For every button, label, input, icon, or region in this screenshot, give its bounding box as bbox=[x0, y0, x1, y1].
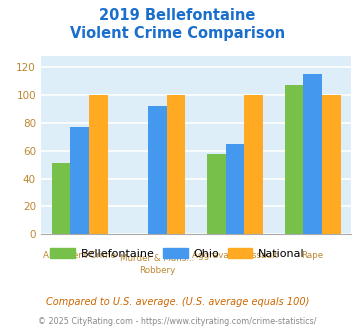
Text: 2019 Bellefontaine: 2019 Bellefontaine bbox=[99, 8, 256, 23]
Text: Murder & Mans...: Murder & Mans... bbox=[120, 254, 195, 263]
Bar bbox=[148, 106, 166, 234]
Text: Robbery: Robbery bbox=[139, 266, 175, 275]
Bar bbox=[244, 95, 263, 234]
Bar bbox=[89, 95, 108, 234]
Bar bbox=[207, 153, 226, 234]
Bar bbox=[52, 163, 70, 234]
Bar bbox=[166, 95, 185, 234]
Text: Rape: Rape bbox=[301, 251, 324, 260]
Text: © 2025 CityRating.com - https://www.cityrating.com/crime-statistics/: © 2025 CityRating.com - https://www.city… bbox=[38, 317, 317, 326]
Bar bbox=[285, 85, 303, 234]
Bar bbox=[70, 127, 89, 234]
Bar bbox=[322, 95, 340, 234]
Bar bbox=[226, 144, 244, 234]
Text: All Violent Crime: All Violent Crime bbox=[43, 251, 116, 260]
Bar bbox=[303, 74, 322, 234]
Legend: Bellefontaine, Ohio, National: Bellefontaine, Ohio, National bbox=[46, 244, 309, 263]
Text: Violent Crime Comparison: Violent Crime Comparison bbox=[70, 26, 285, 41]
Text: Compared to U.S. average. (U.S. average equals 100): Compared to U.S. average. (U.S. average … bbox=[46, 297, 309, 307]
Text: Aggravated Assault: Aggravated Assault bbox=[192, 251, 278, 260]
